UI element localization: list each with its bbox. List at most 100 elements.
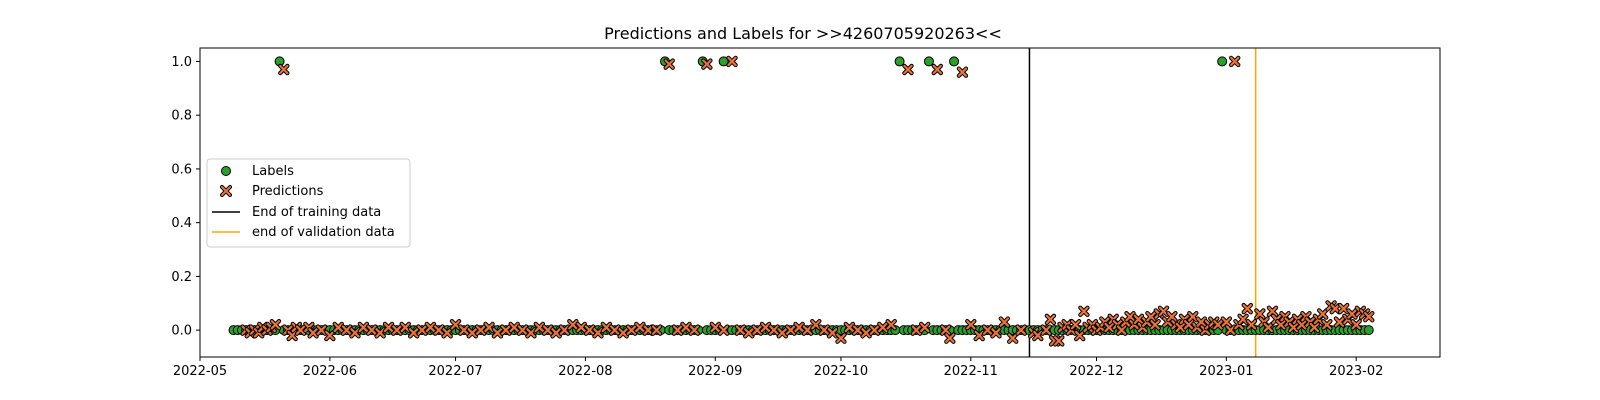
prediction-marker [287,330,297,341]
prediction-point [1132,313,1145,326]
prediction-marker [408,328,419,338]
prediction-marker [1045,314,1056,325]
prediction-point [793,321,805,334]
chart-title: Predictions and Labels for >>42607059202… [604,24,1002,43]
prediction-marker [1125,311,1135,322]
prediction-marker [1104,322,1114,333]
prediction-point [1346,308,1358,320]
prediction-marker [1213,320,1223,330]
x-tick-label: 2022-06 [303,364,357,379]
prediction-marker [450,320,461,330]
prediction-marker [442,328,452,338]
prediction-marker [932,64,942,75]
prediction-point [818,324,830,336]
prediction-point [717,324,730,336]
prediction-point [349,327,361,339]
prediction-point [634,321,646,334]
prediction-marker [1079,306,1089,317]
prediction-marker [568,320,578,330]
prediction-marker [999,317,1010,327]
prediction-marker [551,328,561,338]
prediction-marker [270,320,281,330]
prediction-point [1040,324,1052,336]
prediction-point [1145,310,1157,323]
prediction-marker [1263,322,1273,333]
prediction-marker [350,328,360,338]
prediction-point [550,327,562,339]
prediction-marker [1288,322,1299,333]
x-tick-label: 2022-09 [688,364,742,379]
prediction-point [1363,310,1375,323]
prediction-point [366,324,378,336]
prediction-marker [501,325,511,335]
prediction-point [625,324,638,336]
prediction-marker [827,328,838,338]
prediction-marker [1221,317,1232,327]
prediction-marker [991,328,1001,338]
prediction-marker [425,322,436,333]
prediction-point [433,324,445,336]
prediction-point [1254,308,1266,320]
prediction-point [860,327,872,339]
prediction-marker [543,325,553,335]
prediction-point [1115,324,1128,336]
prediction-marker [1318,309,1328,319]
prediction-point [810,319,822,331]
prediction-point [407,327,420,339]
prediction-marker [752,325,762,335]
prediction-marker [341,325,352,335]
prediction-point [885,319,897,331]
prediction-point [956,66,969,78]
prediction-marker [1183,320,1194,330]
prediction-marker [1158,306,1169,317]
prediction-point [843,321,856,334]
prediction-point [768,324,780,336]
prediction-point [1229,55,1241,68]
prediction-marker [1075,330,1085,341]
x-tick-label: 2022-11 [944,364,998,379]
prediction-point [269,319,282,331]
prediction-marker [601,322,612,333]
x-tick-label: 2022-05 [173,364,227,379]
prediction-marker [526,328,536,338]
prediction-point [332,321,344,334]
prediction-point [759,321,772,334]
prediction-marker [1188,311,1198,322]
prediction-marker [1322,320,1332,330]
prediction-point [583,324,596,336]
prediction-marker [1330,303,1340,314]
prediction-marker [584,325,595,335]
prediction-point [500,324,512,336]
prediction-marker [920,322,930,333]
prediction-point [533,321,546,334]
prediction-point [558,324,571,336]
prediction-point [826,327,839,339]
prediction-point [516,324,529,336]
prediction-point [466,327,478,339]
prediction-marker [681,322,691,333]
prediction-point [278,63,290,76]
prediction-marker [1041,325,1051,335]
label-point [949,56,960,67]
prediction-point [939,324,952,336]
prediction-marker [635,322,645,333]
prediction-point [801,324,814,336]
prediction-marker [559,325,570,335]
prediction-marker [325,330,335,341]
prediction-point [1157,305,1170,318]
prediction-marker [295,325,306,335]
prediction-marker [777,328,787,338]
y-tick-label: 0.4 [171,216,192,231]
prediction-point [1124,310,1136,323]
prediction-point [1350,319,1362,331]
prediction-point [751,324,763,336]
prediction-point [852,324,864,336]
prediction-marker [1116,325,1127,335]
prediction-point [458,324,470,336]
prediction-marker [383,322,394,333]
prediction-point [1224,324,1237,336]
prediction-point [1195,316,1207,328]
prediction-point [324,329,336,342]
legend-box [206,158,411,248]
